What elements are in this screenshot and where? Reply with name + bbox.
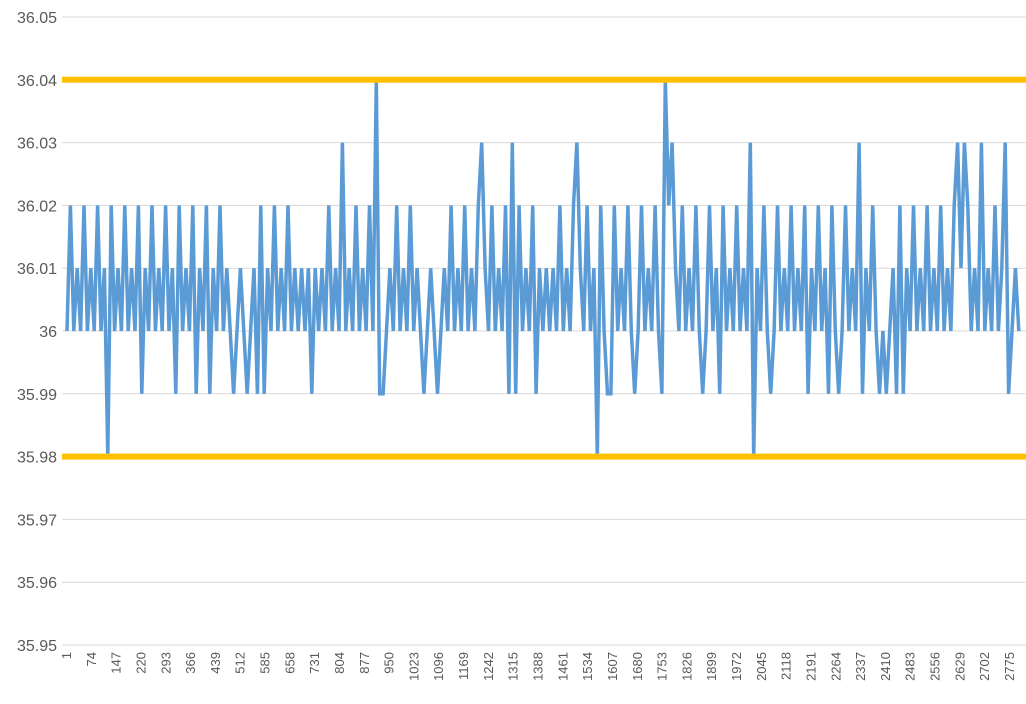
y-tick-label: 35.99	[17, 387, 57, 404]
x-tick-label: 585	[258, 652, 273, 674]
x-tick-label: 1826	[679, 652, 694, 681]
x-tick-label: 2702	[977, 652, 992, 681]
y-tick-label: 36.02	[17, 198, 57, 215]
x-tick-label: 1169	[456, 652, 471, 680]
x-tick-label: 1461	[555, 652, 570, 681]
x-tick-label: 74	[84, 652, 99, 666]
series-group	[65, 79, 1021, 457]
x-axis-labels: 1 74 147 220 293 366 439 512 585 658 731 804 877 950 1…	[59, 652, 1017, 681]
y-axis-labels: 36.05 36.04 36.03 36.02 36.01 36 35.99 35.98 35.…	[17, 10, 57, 655]
y-tick-label: 36	[39, 324, 57, 341]
x-tick-label: 2775	[1002, 652, 1017, 681]
y-tick-label: 35.96	[17, 575, 57, 592]
y-tick-label: 36.03	[17, 136, 57, 153]
x-tick-label: 2118	[779, 652, 794, 680]
x-tick-label: 2629	[952, 652, 967, 681]
x-tick-label: 731	[307, 652, 322, 674]
x-tick-label: 1388	[531, 652, 546, 681]
x-tick-label: 1315	[506, 652, 521, 681]
x-tick-label: 2410	[878, 652, 893, 681]
y-tick-label: 36.01	[17, 261, 57, 278]
x-tick-label: 220	[133, 652, 148, 674]
series-line	[65, 79, 1021, 457]
y-tick-label: 36.05	[17, 10, 57, 27]
x-tick-label: 2045	[754, 652, 769, 681]
x-tick-label: 2483	[903, 652, 918, 681]
x-tick-label: 512	[233, 652, 248, 674]
x-tick-label: 658	[282, 652, 297, 674]
y-tick-label: 36.04	[17, 73, 57, 90]
x-tick-label: 1753	[655, 652, 670, 681]
x-tick-label: 2556	[928, 652, 943, 681]
y-tick-label: 35.98	[17, 450, 57, 467]
x-tick-label: 1680	[630, 652, 645, 681]
x-tick-label: 804	[332, 652, 347, 674]
x-tick-label: 2264	[828, 652, 843, 681]
x-tick-label: 293	[158, 652, 173, 674]
x-tick-label: 1534	[580, 652, 595, 681]
y-tick-label: 35.95	[17, 638, 57, 655]
x-tick-label: 1899	[704, 652, 719, 681]
x-tick-label: 1242	[481, 652, 496, 681]
x-tick-label: 1023	[406, 652, 421, 681]
x-tick-label: 2337	[853, 652, 868, 681]
y-tick-label: 35.97	[17, 512, 57, 529]
x-tick-label: 950	[382, 652, 397, 674]
x-tick-label: 1096	[431, 652, 446, 681]
x-tick-label: 2191	[803, 652, 818, 681]
x-tick-label: 1607	[605, 652, 620, 681]
x-tick-label: 366	[183, 652, 198, 674]
x-tick-label: 1	[59, 652, 74, 659]
reference-lines	[62, 76, 1026, 460]
x-tick-label: 1972	[729, 652, 744, 681]
x-tick-label: 439	[208, 652, 223, 674]
x-tick-label: 877	[357, 652, 372, 674]
x-tick-label: 147	[109, 652, 124, 674]
